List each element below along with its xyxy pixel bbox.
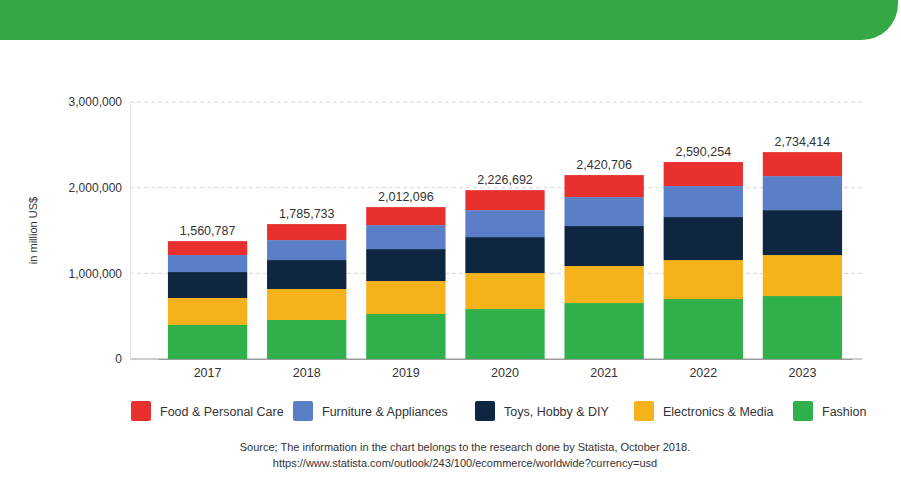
bar: [267, 224, 346, 240]
bar: [366, 314, 445, 359]
x-tick: 2022: [689, 359, 717, 380]
bar: [763, 210, 842, 255]
bar: [763, 296, 842, 359]
bar: [564, 197, 643, 226]
bar: [366, 249, 445, 281]
bar: [465, 190, 544, 210]
x-tick: 2023: [789, 359, 817, 380]
bar: [168, 325, 247, 359]
x-tick-label: 2020: [491, 366, 519, 380]
y-tick: 2,000,000: [69, 181, 130, 195]
bar: [168, 298, 247, 325]
x-tick-label: 2021: [590, 366, 618, 380]
x-tick-label: 2019: [392, 366, 420, 380]
legend: Food & Personal Care Furniture & Applianc…: [131, 401, 867, 421]
y-tick: 0: [115, 352, 130, 366]
x-axis: 2017 2018 2019 2020 2021 2022 2023: [159, 359, 853, 380]
bar: [664, 217, 743, 260]
bar: [366, 281, 445, 314]
y-tick-label: 0: [115, 352, 122, 366]
source-url: https://www.statista.com/outlook/243/100…: [273, 457, 657, 469]
legend-label: Fashion: [822, 405, 867, 419]
y-axis-title: in million US$: [27, 197, 39, 264]
x-tick: 2021: [590, 359, 618, 380]
x-tick: 2020: [491, 359, 519, 380]
bar: [763, 152, 842, 176]
chart-svg: 0 1,000,000 2,000,000 3,000,000 in million U…: [0, 0, 901, 496]
header-band: [0, 0, 898, 40]
bar: [465, 210, 544, 237]
bar: [168, 255, 247, 272]
y-tick-label: 3,000,000: [69, 95, 123, 109]
bar: [465, 237, 544, 273]
grid-line: [130, 187, 862, 188]
bar-series: [168, 176, 842, 272]
legend-item: Fashion: [793, 401, 867, 421]
legend-swatch: [293, 401, 313, 421]
total-labels: 1,560,787 1,785,733 2,012,096 2,226,692 2,42…: [180, 135, 831, 238]
bar: [465, 273, 544, 309]
bar: [564, 266, 643, 303]
total-label: 1,560,787: [180, 224, 236, 238]
x-tick-label: 2018: [293, 366, 321, 380]
legend-swatch: [475, 401, 495, 421]
x-tick: 2018: [293, 359, 321, 380]
x-tick-label: 2017: [194, 366, 222, 380]
chart-container: 0 1,000,000 2,000,000 3,000,000 in million U…: [0, 0, 901, 496]
x-axis-line: [159, 359, 853, 360]
total-label: 2,590,254: [675, 145, 731, 159]
x-tick: 2017: [194, 359, 222, 380]
bar: [664, 260, 743, 299]
grid: [130, 102, 862, 359]
bar: [763, 255, 842, 296]
legend-item: Furniture & Appliances: [293, 401, 448, 421]
bar: [168, 241, 247, 255]
bar: [168, 272, 247, 298]
source-text: Source; The information in the chart bel…: [240, 441, 690, 453]
grid-line: [130, 102, 862, 103]
bar: [664, 186, 743, 217]
y-tick-label: 2,000,000: [69, 181, 123, 195]
legend-label: Toys, Hobby & DIY: [504, 405, 610, 419]
bar: [267, 289, 346, 320]
y-axis: 0 1,000,000 2,000,000 3,000,000: [69, 95, 131, 366]
bar: [366, 207, 445, 225]
x-tick-label: 2022: [689, 366, 717, 380]
y-tick-label: 1,000,000: [69, 267, 123, 281]
bar: [267, 320, 346, 359]
y-tick: 3,000,000: [69, 95, 130, 109]
y-tick: 1,000,000: [69, 267, 130, 281]
legend-item: Food & Personal Care: [131, 401, 284, 421]
bar: [267, 260, 346, 289]
total-label: 2,420,706: [576, 158, 632, 172]
bar: [366, 225, 445, 249]
total-label: 2,226,692: [477, 173, 533, 187]
total-label: 1,785,733: [279, 207, 335, 221]
legend-label: Furniture & Appliances: [322, 405, 448, 419]
total-label: 2,734,414: [775, 135, 831, 149]
y-axis-line: [130, 103, 131, 360]
bar: [763, 176, 842, 210]
bar: [564, 303, 643, 359]
legend-swatch: [634, 401, 654, 421]
x-tick: 2019: [392, 359, 420, 380]
total-label: 2,012,096: [378, 190, 434, 204]
legend-item: Toys, Hobby & DIY: [475, 401, 610, 421]
bar: [664, 162, 743, 186]
bar: [465, 309, 544, 359]
bar-series: [168, 210, 842, 298]
bar: [564, 226, 643, 266]
legend-swatch: [793, 401, 813, 421]
x-tick-label: 2023: [789, 366, 817, 380]
legend-label: Electronics & Media: [663, 405, 774, 419]
bar: [664, 299, 743, 359]
bar-series: [168, 152, 842, 255]
legend-swatch: [131, 401, 151, 421]
bar: [564, 175, 643, 197]
bar: [267, 240, 346, 260]
bars: [168, 152, 842, 359]
legend-label: Food & Personal Care: [160, 405, 284, 419]
legend-item: Electronics & Media: [634, 401, 774, 421]
